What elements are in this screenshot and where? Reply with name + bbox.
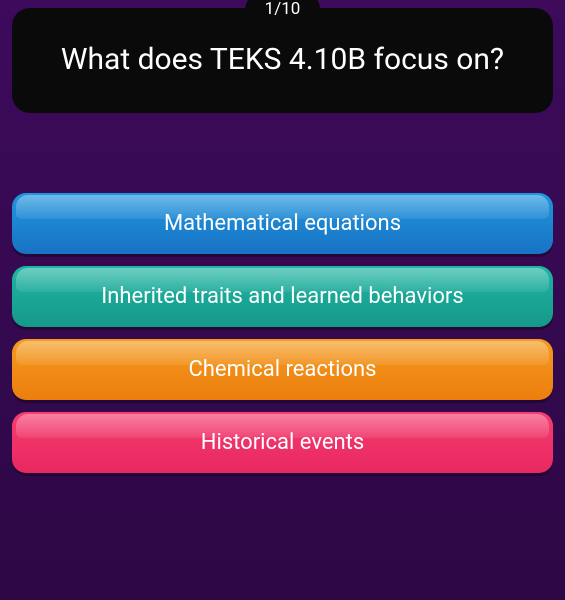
question-counter: 1/10	[245, 0, 321, 24]
option-label: Historical events	[201, 430, 364, 455]
question-text: What does TEKS 4.10B focus on?	[40, 40, 525, 81]
option-button-2[interactable]: Chemical reactions	[12, 339, 553, 400]
option-button-1[interactable]: Inherited traits and learned behaviors	[12, 266, 553, 327]
option-label: Mathematical equations	[164, 211, 401, 236]
question-card: 1/10 What does TEKS 4.10B focus on?	[12, 8, 553, 113]
option-label: Inherited traits and learned behaviors	[101, 284, 463, 309]
option-button-3[interactable]: Historical events	[12, 412, 553, 473]
option-label: Chemical reactions	[188, 357, 376, 382]
options-list: Mathematical equations Inherited traits …	[12, 193, 553, 473]
option-button-0[interactable]: Mathematical equations	[12, 193, 553, 254]
